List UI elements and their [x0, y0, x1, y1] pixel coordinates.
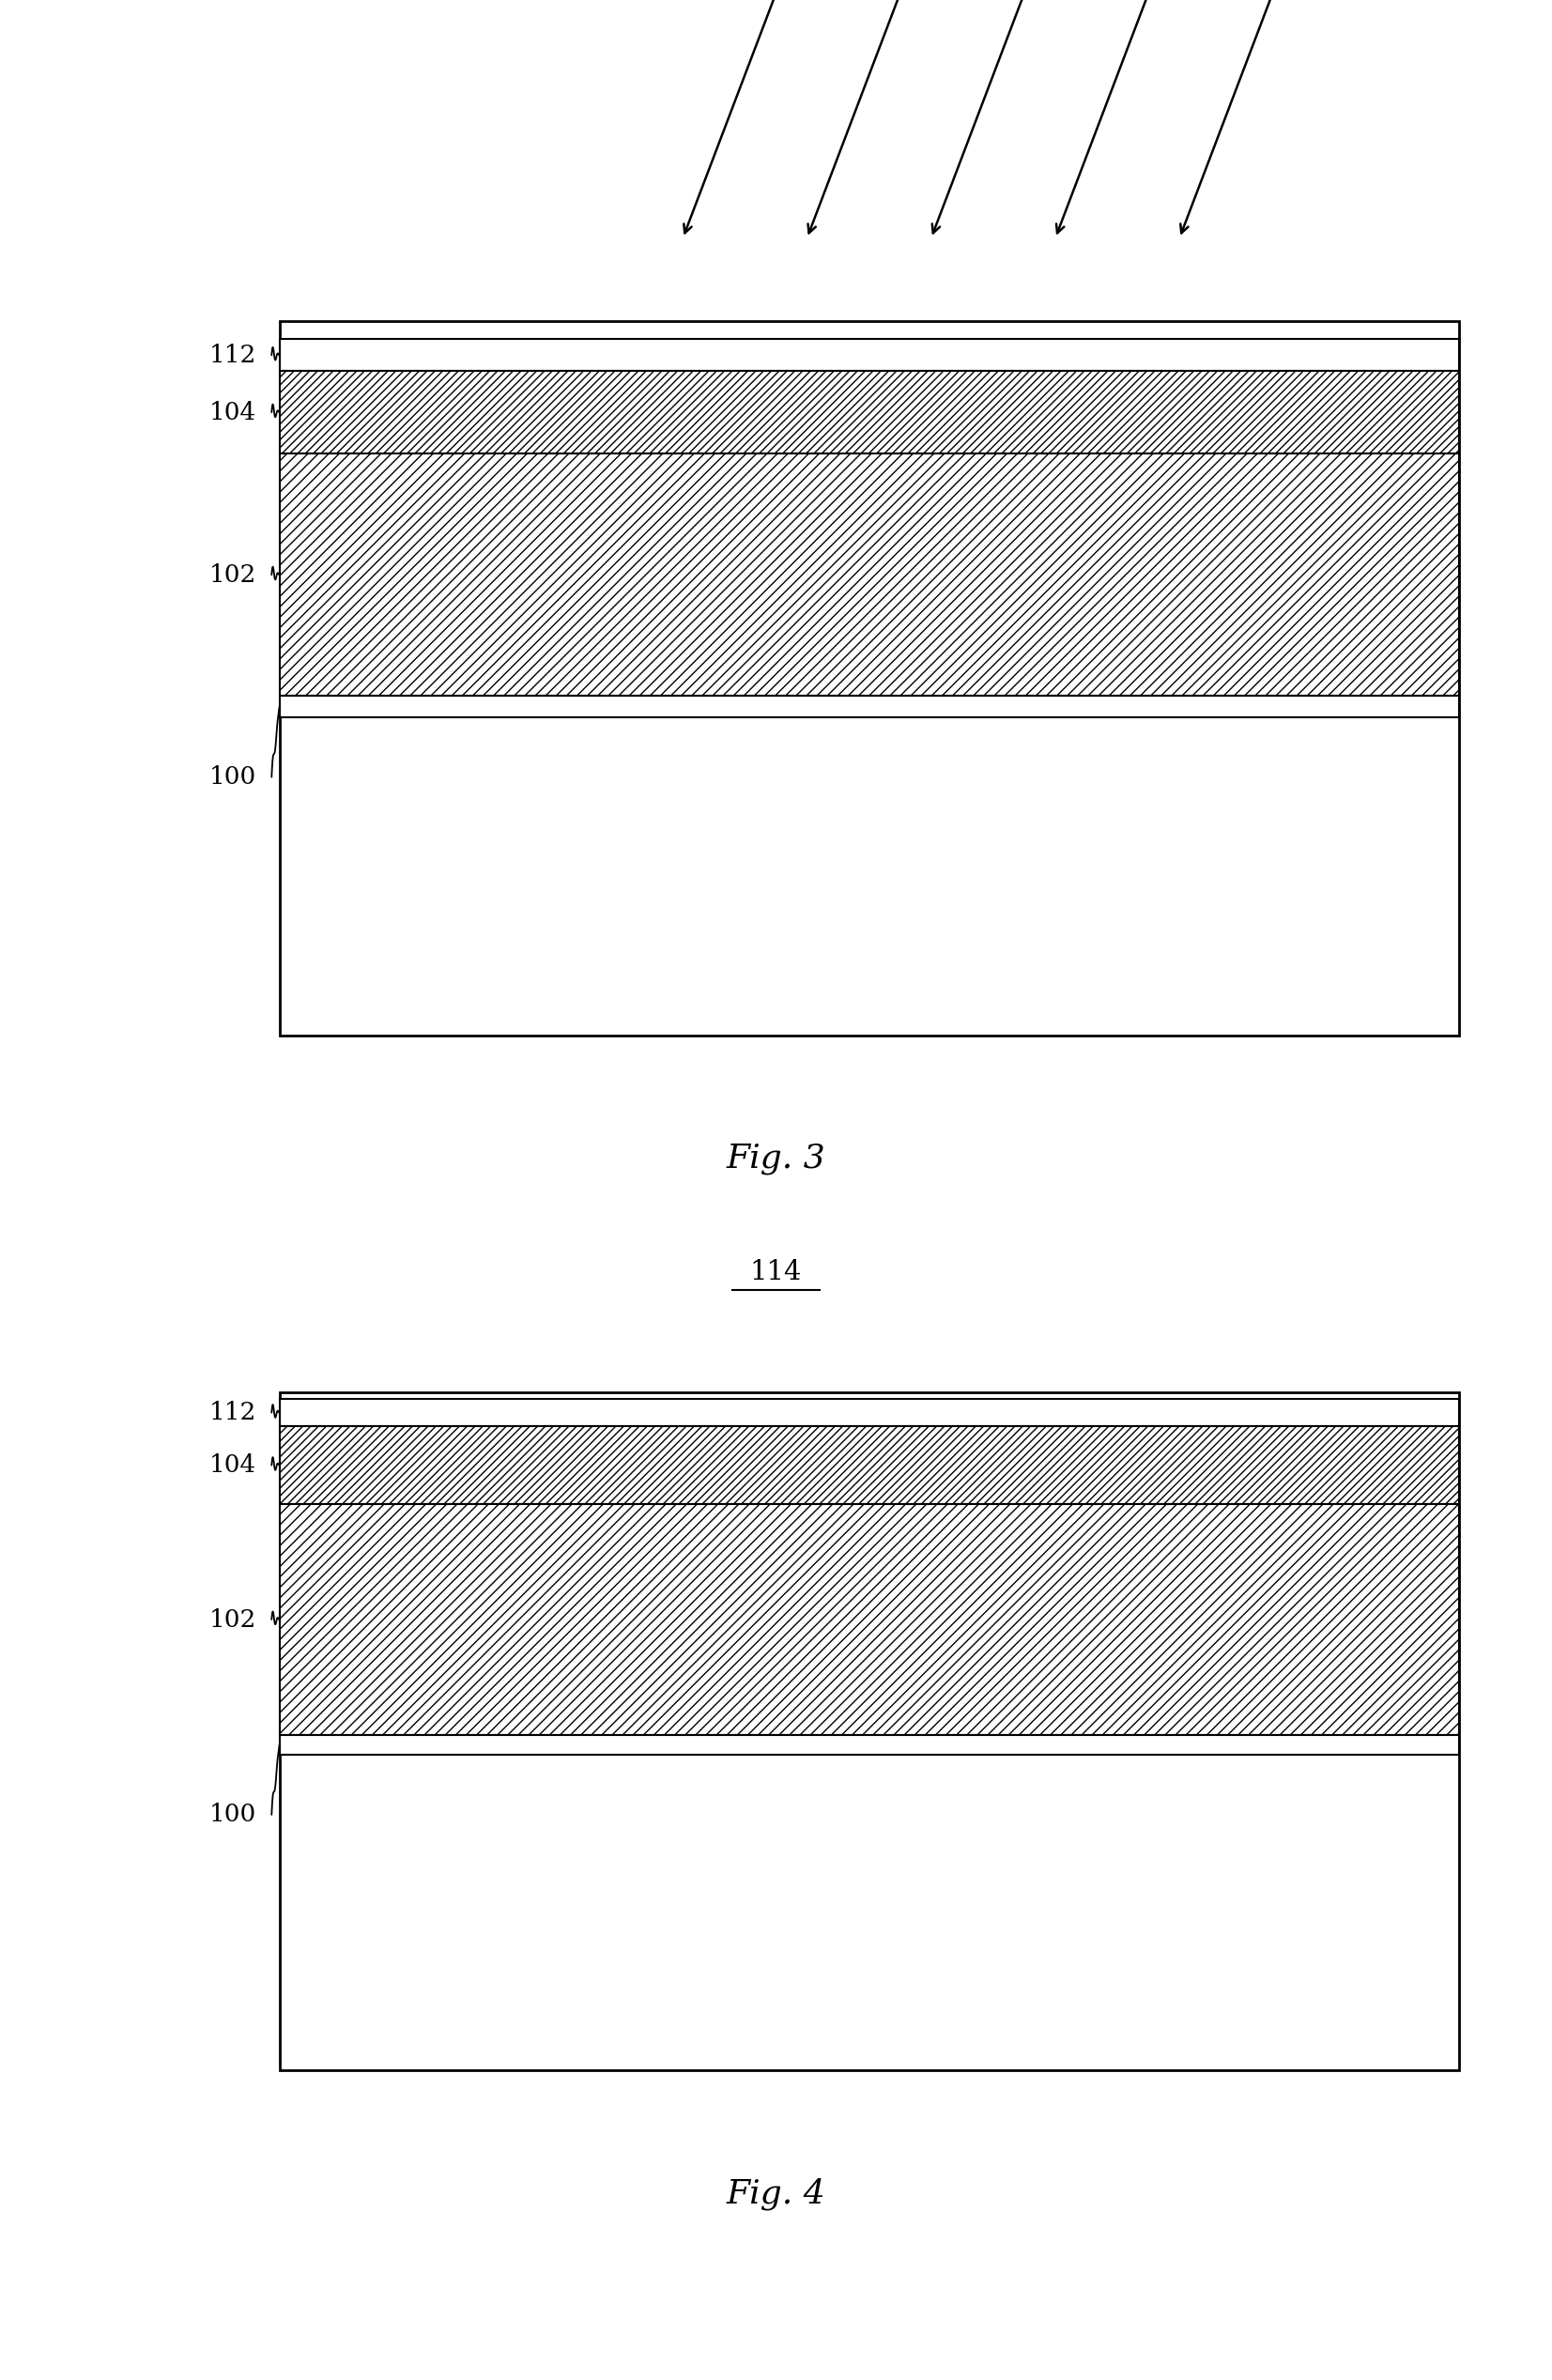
- Text: 102: 102: [210, 1609, 256, 1630]
- Text: 104: 104: [210, 1454, 256, 1478]
- Bar: [279, 1504, 1459, 1735]
- Text: 102: 102: [210, 564, 256, 585]
- Bar: [279, 1399, 1459, 1426]
- Bar: [279, 695, 1459, 719]
- Bar: [279, 371, 1459, 452]
- Text: Fig. 3: Fig. 3: [726, 1142, 826, 1173]
- Bar: [279, 1735, 1459, 1754]
- Text: 100: 100: [210, 766, 256, 788]
- Text: 100: 100: [210, 1804, 256, 1825]
- Bar: [279, 452, 1459, 695]
- Bar: [279, 321, 1459, 1035]
- Text: 112: 112: [210, 1402, 256, 1423]
- Text: 112: 112: [210, 343, 256, 367]
- Text: Fig. 4: Fig. 4: [726, 2178, 826, 2211]
- Text: 104: 104: [210, 400, 256, 424]
- Bar: [279, 338, 1459, 371]
- Text: 114: 114: [750, 1259, 802, 1285]
- Bar: [279, 1392, 1459, 2071]
- Bar: [279, 1426, 1459, 1504]
